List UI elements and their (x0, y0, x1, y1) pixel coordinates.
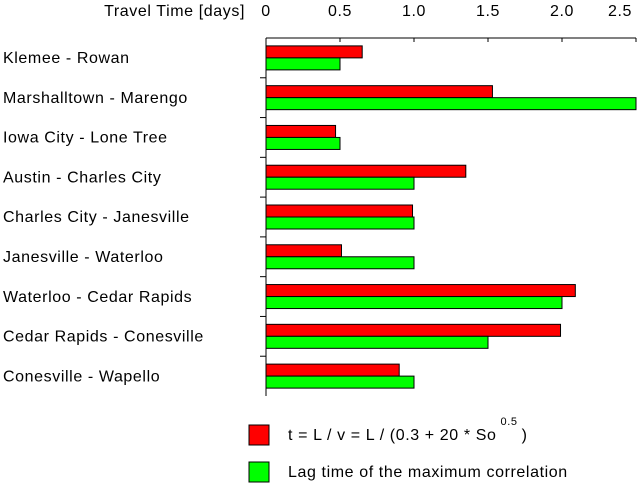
category-label: Janesville - Waterloo (3, 249, 164, 266)
bar (265, 57, 341, 71)
category-label: Conesville - Wapello (3, 368, 160, 385)
bar (265, 216, 415, 230)
legend-label: t = L / v = L / (0.3 + 20 * So 0.5) (288, 416, 528, 444)
axis-label: Travel Time [days] (104, 3, 245, 20)
x-tick-label: 1.5 (476, 3, 500, 20)
legend-suffix: ) (522, 427, 528, 444)
category-label: Marshalltown - Marengo (3, 90, 188, 107)
x-tick-label: 0.5 (328, 3, 352, 20)
category-label: Austin - Charles City (3, 169, 161, 186)
bar (265, 164, 467, 178)
x-tick-label: 1.0 (402, 3, 426, 20)
bar (265, 124, 337, 138)
legend-superscript: 0.5 (500, 416, 517, 428)
bar (265, 176, 415, 190)
bar (265, 45, 363, 59)
category-label: Cedar Rapids - Conesville (3, 329, 204, 346)
category-label: Waterloo - Cedar Rapids (3, 289, 192, 306)
legend-text: t = L / v = L / (0.3 + 20 * So (288, 427, 496, 444)
bar (265, 204, 414, 218)
bar (265, 284, 576, 298)
category-label: Charles City - Janesville (3, 209, 190, 226)
bar (265, 136, 341, 150)
bar (265, 256, 415, 270)
legend-swatch (248, 424, 270, 446)
legend-swatch (248, 461, 270, 483)
bar (265, 375, 415, 389)
category-label: Klemee - Rowan (3, 50, 130, 67)
legend-label: Lag time of the maximum correlation (288, 464, 568, 481)
x-tick-label: 2.0 (550, 3, 574, 20)
bar (265, 296, 563, 310)
bar (265, 244, 342, 258)
x-tick-label: 2.5 (608, 3, 632, 20)
bar (265, 97, 637, 111)
bar (265, 323, 562, 337)
bar (265, 335, 489, 349)
bar (265, 85, 493, 99)
bar (265, 363, 400, 377)
x-tick-label: 0 (261, 3, 271, 20)
legend-text: Lag time of the maximum correlation (288, 464, 568, 481)
category-label: Iowa City - Lone Tree (3, 130, 168, 147)
